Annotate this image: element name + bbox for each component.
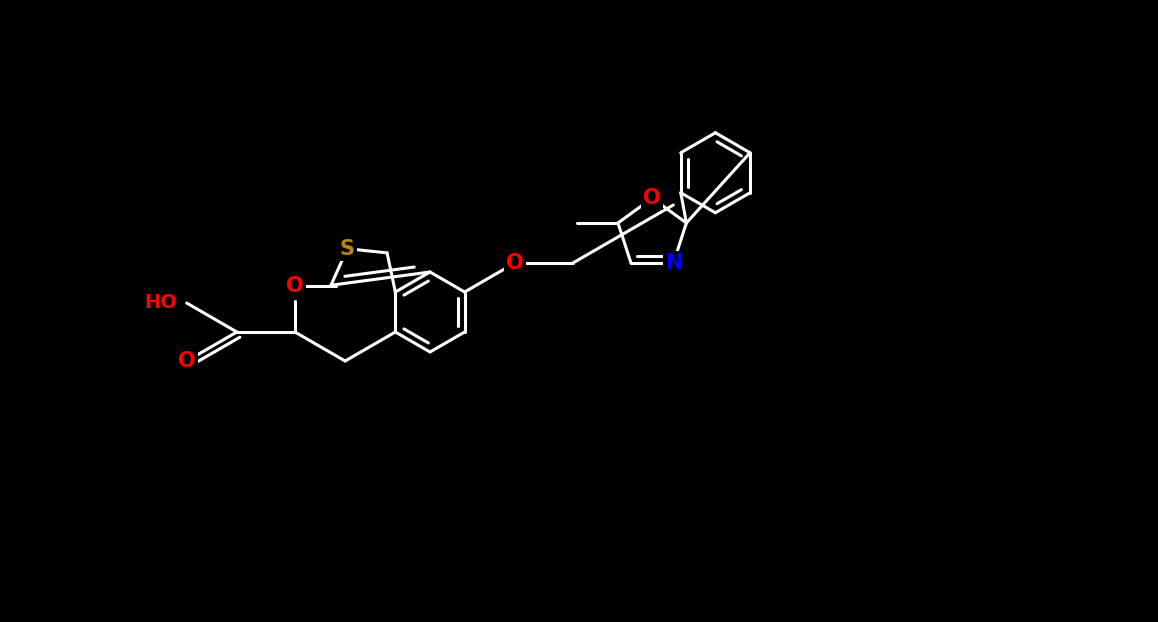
Text: O: O (506, 253, 523, 273)
Text: O: O (644, 188, 661, 208)
Text: O: O (178, 351, 196, 371)
Text: HO: HO (144, 294, 177, 312)
Text: N: N (665, 253, 682, 273)
Text: S: S (339, 239, 354, 259)
Text: O: O (286, 276, 303, 295)
